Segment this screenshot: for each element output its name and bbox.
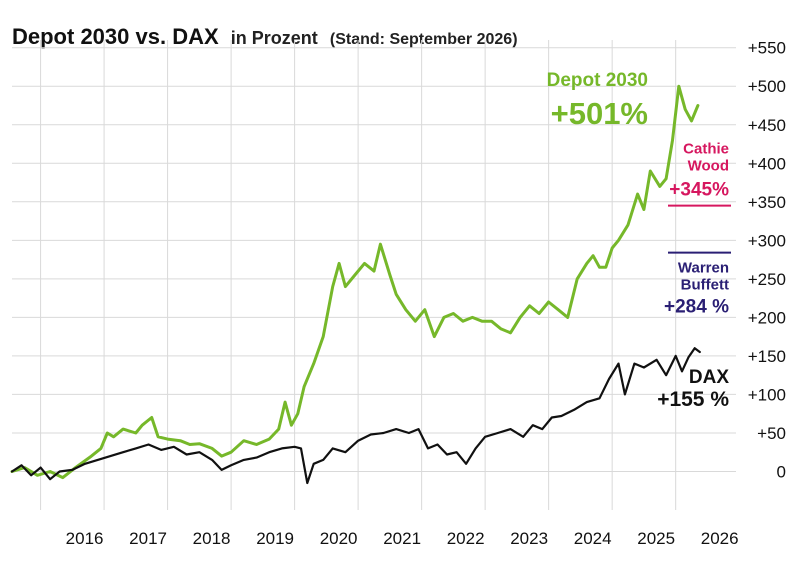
y-tick-label: +550: [748, 39, 786, 58]
y-tick-label: +150: [748, 347, 786, 366]
reference-value-1: +284 %: [664, 297, 729, 318]
grid: [12, 40, 736, 510]
reference-name-0: Wood: [688, 158, 729, 175]
x-tick-label: 2025: [637, 529, 675, 548]
chart-title: Depot 2030 vs. DAX in Prozent (Stand: Se…: [12, 24, 518, 49]
x-axis-labels: 2016 2017 2018 2019 2020 2021 2022 2023 2024 2025…: [66, 529, 739, 548]
reference-name-0: Cathie: [683, 141, 729, 158]
series-line-dax: [10, 347, 701, 485]
y-tick-label: +250: [748, 270, 786, 289]
x-tick-label: 2018: [193, 529, 231, 548]
reference-value-0: +345%: [669, 180, 729, 201]
y-tick-label: +300: [748, 231, 786, 250]
y-tick-label: +400: [748, 154, 786, 173]
reference-name-1: Warren: [678, 260, 729, 277]
y-tick-label: +100: [748, 385, 786, 404]
x-tick-label: 2017: [129, 529, 167, 548]
chart-title-unit: in Prozent: [231, 28, 318, 48]
y-tick-label: +350: [748, 193, 786, 212]
y-tick-label: +50: [757, 424, 786, 443]
x-tick-label: 2020: [320, 529, 358, 548]
x-tick-label: 2019: [256, 529, 294, 548]
x-tick-label: 2023: [510, 529, 548, 548]
series-line-depot-2030: [10, 84, 700, 480]
chart-title-main: Depot 2030 vs. DAX: [12, 24, 219, 49]
x-tick-label: 2021: [383, 529, 421, 548]
series-lines: [10, 84, 701, 485]
x-tick-label: 2024: [574, 529, 612, 548]
y-tick-label: 0: [777, 462, 786, 481]
series-name-dax: DAX: [689, 367, 729, 388]
reference-lines: [668, 204, 731, 254]
x-tick-label: 2026: [701, 529, 739, 548]
y-tick-label: +500: [748, 77, 786, 96]
series-value-dax: +155 %: [657, 388, 729, 411]
chart-title-note: (Stand: September 2026): [330, 31, 518, 48]
x-tick-label: 2022: [447, 529, 485, 548]
series-name-depot: Depot 2030: [547, 70, 648, 91]
y-tick-label: +200: [748, 308, 786, 327]
y-axis-labels: 0 +50 +100 +150 +200 +250 +300 +350 +400 +450 +500…: [748, 39, 786, 482]
y-tick-label: +450: [748, 116, 786, 135]
reference-name-1: Buffett: [681, 277, 729, 294]
x-tick-label: 2016: [66, 529, 104, 548]
series-value-depot: +501%: [551, 96, 648, 131]
